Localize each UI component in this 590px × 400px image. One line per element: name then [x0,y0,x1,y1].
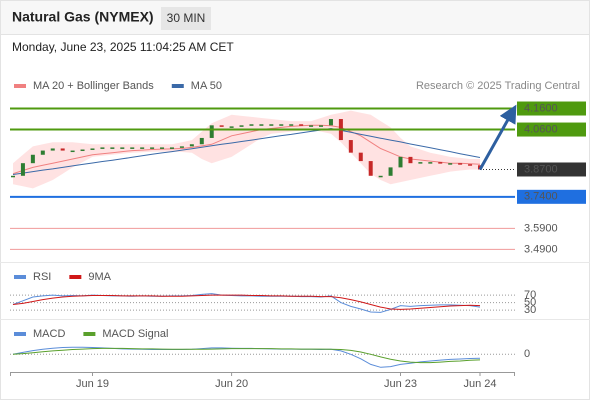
candle [299,124,304,126]
y-tick-label: 30 [524,304,536,316]
candle [428,162,433,164]
candle [269,124,274,126]
level-label: 3.5900 [524,222,558,234]
candle [20,163,25,176]
candle [70,150,75,153]
chart-title: Natural Gas (NYMEX) [12,9,154,25]
timeframe: 30 MIN [167,11,206,25]
series-line [12,347,481,364]
forecast-arrow [478,104,517,171]
y-tick-label: 70 [524,289,536,301]
candle [358,152,363,162]
candle [50,148,55,151]
candle [110,147,115,149]
level-box [517,162,586,177]
candle [199,137,204,145]
legend-label: RSI [33,271,51,283]
candle [179,146,184,148]
level-box [517,189,586,204]
candle [378,175,383,178]
candle [189,144,194,147]
legend-label: MA 50 [191,80,222,92]
candle [11,175,15,178]
candle [120,147,125,149]
legend-label: MA 20 + Bollinger Bands [33,80,154,92]
x-tick-label: Jun 24 [463,378,496,390]
candle [328,119,333,126]
candle [160,147,165,149]
candle [438,162,443,164]
x-tick-label: Jun 19 [76,378,109,390]
candle [30,154,35,164]
timestamp: Monday, June 23, 2025 11:04:25 AM CET [12,40,234,54]
legend-swatch [69,275,82,279]
legend-swatch [14,332,26,336]
header-bar [0,0,590,35]
candle [150,147,155,149]
level-box [517,101,586,116]
candle [209,125,214,138]
candle [398,156,403,168]
level-label: 3.8700 [524,163,558,175]
candle [140,147,145,149]
level-label: 3.4900 [524,243,558,255]
legend-label: MACD Signal [102,328,168,340]
candle [259,124,264,126]
legend-label: MACD [33,328,65,340]
level-label: 4.0600 [524,123,558,135]
candle [60,148,65,151]
level-label: 4.1600 [524,102,558,114]
y-tick-label: 0 [524,348,530,360]
candle [249,124,254,126]
candle [368,161,373,176]
candle [418,162,423,164]
candle [309,125,314,127]
x-tick-label: Jun 23 [384,378,417,390]
candle [348,140,353,153]
legend-swatch [14,84,26,88]
level-label: 3.7400 [524,191,558,203]
level-box [517,122,586,137]
candle [279,124,284,126]
candle [229,126,234,128]
candle [239,125,244,127]
timeframe-box [161,7,211,30]
candle [40,150,45,155]
candle [448,163,453,165]
y-tick-label: 50 [524,297,536,309]
legend-swatch [171,84,184,88]
legend-label: 9MA [88,271,111,283]
ma-line [12,127,481,175]
candle [289,124,294,126]
candle [169,147,174,149]
candle [388,167,393,176]
candle [80,149,85,152]
candle [219,125,224,127]
candle [468,164,473,166]
candle [408,156,413,164]
candle [100,147,105,149]
candle [90,148,95,150]
candle [319,125,324,127]
series-line [12,294,481,310]
candle [458,163,463,165]
source: Research © 2025 Trading Central [416,80,580,92]
legend-swatch [14,275,26,279]
legend-swatch [83,332,96,336]
x-tick-label: Jun 20 [215,378,248,390]
candle [130,147,135,149]
